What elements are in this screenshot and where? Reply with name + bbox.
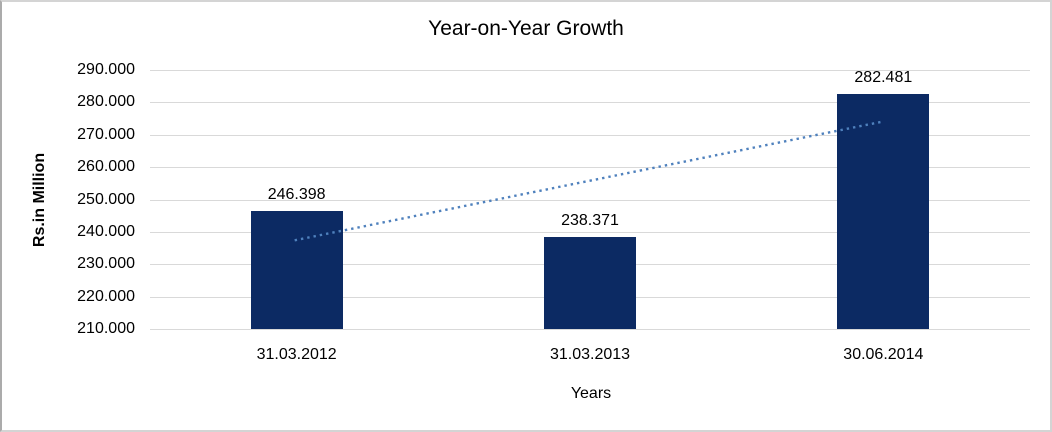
y-tick-label: 290.000 bbox=[77, 61, 135, 78]
y-tick-label: 240.000 bbox=[77, 222, 135, 240]
bar-data-label: 238.371 bbox=[561, 212, 619, 230]
y-tick-label: 270.000 bbox=[77, 125, 135, 143]
x-tick-label: 30.06.2014 bbox=[843, 346, 924, 363]
y-tick-label: 220.000 bbox=[77, 287, 135, 305]
y-tick-label: 210.000 bbox=[77, 320, 135, 337]
bar-data-label: 282.481 bbox=[854, 69, 913, 87]
bar-31.03.2013 bbox=[544, 237, 636, 329]
gridline bbox=[150, 70, 1030, 71]
gridline bbox=[150, 102, 1030, 104]
y-tick-label: 280.000 bbox=[77, 93, 135, 111]
bar-30.06.2014 bbox=[837, 94, 930, 329]
x-tick-label: 31.03.2013 bbox=[549, 346, 631, 363]
y-tick-label: 230.000 bbox=[77, 255, 135, 273]
y-tick-label: 250.000 bbox=[77, 190, 135, 208]
chart-title: Year-on-Year Growth bbox=[428, 17, 624, 40]
x-axis-title: Years bbox=[570, 385, 612, 402]
bar-31.03.2012 bbox=[250, 211, 343, 329]
x-tick-label: 31.03.2012 bbox=[256, 346, 337, 363]
bar-data-label: 246.398 bbox=[267, 186, 326, 204]
y-tick-label: 260.000 bbox=[77, 158, 135, 176]
gridline bbox=[150, 329, 1030, 330]
